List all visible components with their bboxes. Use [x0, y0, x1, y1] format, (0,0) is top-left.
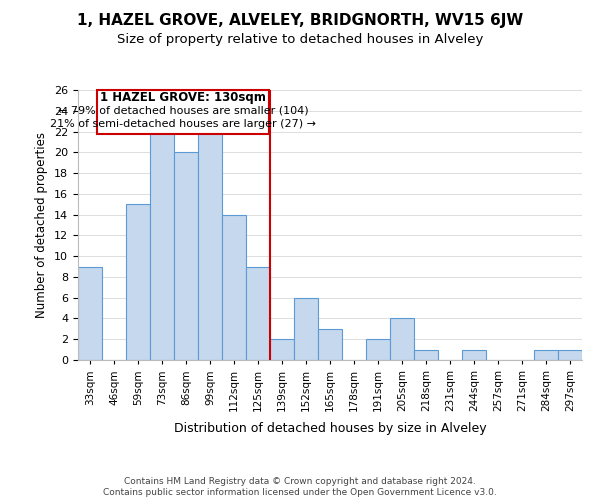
Y-axis label: Number of detached properties: Number of detached properties — [35, 132, 49, 318]
Bar — [246, 266, 270, 360]
Bar — [222, 214, 246, 360]
Text: 1, HAZEL GROVE, ALVELEY, BRIDGNORTH, WV15 6JW: 1, HAZEL GROVE, ALVELEY, BRIDGNORTH, WV1… — [77, 12, 523, 28]
Bar — [534, 350, 558, 360]
Text: ← 79% of detached houses are smaller (104): ← 79% of detached houses are smaller (10… — [58, 106, 308, 116]
X-axis label: Distribution of detached houses by size in Alveley: Distribution of detached houses by size … — [173, 422, 487, 436]
Bar — [318, 329, 342, 360]
Bar — [126, 204, 150, 360]
Bar — [462, 350, 486, 360]
Bar — [390, 318, 414, 360]
Bar — [366, 339, 390, 360]
Bar — [414, 350, 438, 360]
FancyBboxPatch shape — [97, 90, 269, 134]
Text: Contains public sector information licensed under the Open Government Licence v3: Contains public sector information licen… — [103, 488, 497, 497]
Text: Contains HM Land Registry data © Crown copyright and database right 2024.: Contains HM Land Registry data © Crown c… — [124, 476, 476, 486]
Bar — [198, 132, 222, 360]
Bar — [174, 152, 198, 360]
Bar — [78, 266, 102, 360]
Text: Size of property relative to detached houses in Alveley: Size of property relative to detached ho… — [117, 32, 483, 46]
Bar — [270, 339, 294, 360]
Bar — [150, 132, 174, 360]
Bar — [294, 298, 318, 360]
Text: 1 HAZEL GROVE: 130sqm: 1 HAZEL GROVE: 130sqm — [100, 91, 266, 104]
Bar — [558, 350, 582, 360]
Text: 21% of semi-detached houses are larger (27) →: 21% of semi-detached houses are larger (… — [50, 120, 316, 130]
